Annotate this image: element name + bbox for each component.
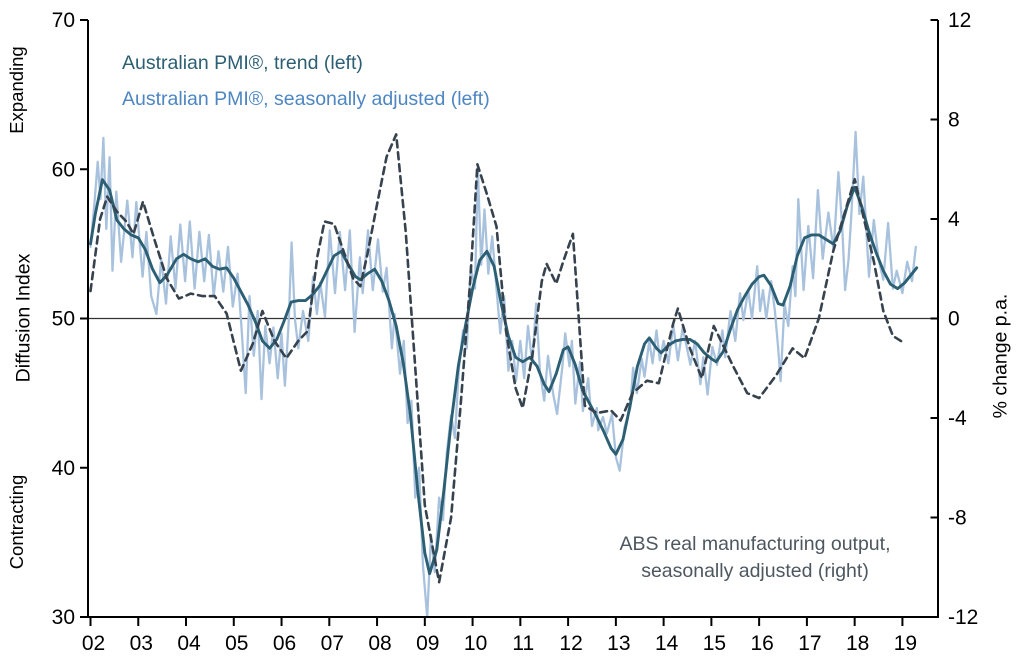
right-axis-tick-label: -8: [948, 507, 967, 530]
left-axis-annotation-expanding: Expanding: [6, 46, 27, 134]
x-axis-tick-label: 13: [607, 632, 630, 655]
x-axis-tick-label: 11: [512, 632, 534, 655]
right-axis-tick-label: 0: [948, 308, 960, 331]
abs-output-annotation-line1: ABS real manufacturing output,: [619, 533, 891, 555]
abs-output-annotation-line2: seasonally adjusted (right): [641, 560, 869, 582]
series-pmi-trend-line: [89, 178, 919, 576]
x-axis-tick-label: 18: [846, 632, 869, 655]
legend-pmi-trend-label: Australian PMI®, trend (left): [122, 52, 363, 74]
right-axis-tick-label: -4: [948, 407, 967, 430]
left-axis-tick-label: 30: [52, 606, 75, 629]
right-axis-tick-label: 12: [948, 9, 971, 32]
x-axis-tick-label: 05: [225, 632, 248, 655]
x-axis-tick-label: 15: [703, 632, 726, 655]
left-axis-title: Diffusion Index: [12, 253, 35, 383]
x-axis-tick-label: 08: [368, 632, 391, 655]
x-axis-tick-label: 10: [464, 632, 487, 655]
right-axis-tick-label: -12: [948, 606, 978, 629]
legend-pmi-sa-label: Australian PMI®, seasonally adjusted (le…: [122, 88, 490, 110]
left-axis-tick-label: 40: [52, 457, 75, 480]
x-axis-tick-label: 07: [321, 632, 344, 655]
x-axis-tick-label: 09: [416, 632, 439, 655]
x-axis-tick-label: 12: [559, 632, 582, 655]
abs-output-annotation: ABS real manufacturing output, seasonall…: [555, 531, 955, 585]
x-axis-tick-label: 14: [655, 632, 679, 655]
x-axis-tick-label: 03: [130, 632, 153, 655]
left-axis-tick-label: 70: [52, 9, 75, 32]
x-axis-tick-label: 16: [750, 632, 773, 655]
x-axis-tick-label: 04: [177, 632, 201, 655]
right-axis-title: % change p.a.: [989, 293, 1012, 419]
x-axis-tick-label: 19: [894, 632, 917, 655]
x-axis-tick-label: 06: [273, 632, 296, 655]
x-axis-tick-label: 02: [82, 632, 105, 655]
x-axis-tick-label: 17: [798, 632, 821, 655]
left-axis-annotation-contracting: Contracting: [6, 474, 27, 570]
right-axis-tick-label: 8: [948, 109, 960, 132]
right-axis-tick-label: 4: [948, 208, 960, 231]
left-axis-tick-label: 50: [52, 308, 75, 331]
left-axis-tick-label: 60: [52, 158, 75, 181]
series-abs-output-line: [89, 133, 907, 584]
